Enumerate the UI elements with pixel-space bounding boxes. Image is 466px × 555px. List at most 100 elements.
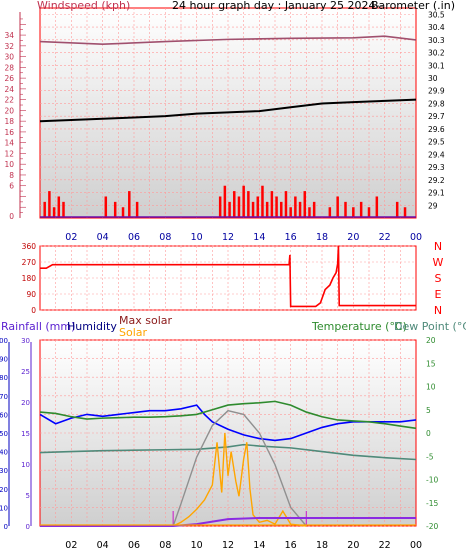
compass-label: N <box>434 240 442 253</box>
direction-tick-label: 90 <box>26 290 36 299</box>
wind-x-tick-label: 02 <box>65 232 77 243</box>
direction-tick-label: 360 <box>22 242 37 251</box>
climate-x-tick-label: 06 <box>128 540 140 551</box>
wind-x-tick-label: 20 <box>347 232 359 243</box>
barometer-tick-label: 29.3 <box>428 163 445 172</box>
wind-x-tick-label: 14 <box>253 232 265 243</box>
windspeed-tick-label: 14 <box>4 139 14 148</box>
temperature-tick-label: 20 <box>426 336 436 345</box>
windspeed-tick-label: 16 <box>4 128 14 137</box>
barometer-tick-label: 30.4 <box>428 23 445 32</box>
climate-x-tick-label: 18 <box>316 540 328 551</box>
windspeed-tick-label: 30 <box>4 53 14 62</box>
humidity-tick-label: 10 <box>0 504 8 512</box>
humidity-tick-label: 70 <box>0 393 8 401</box>
barometer-line <box>39 98 417 123</box>
barometer-tick-label: 29.1 <box>428 189 445 198</box>
windspeed-tick-label: 22 <box>4 96 14 105</box>
barometer-tick-label: 29.4 <box>428 150 445 159</box>
wind-x-tick-label: 16 <box>285 232 297 243</box>
dew-point-line <box>39 443 417 461</box>
windspeed-tick-label: 12 <box>4 149 14 158</box>
compass-label: S <box>435 272 442 285</box>
windspeed-axis-title: Windspeed (kph) <box>37 0 130 12</box>
wind-x-tick-label: 06 <box>128 232 140 243</box>
compass-label: E <box>435 288 442 301</box>
dewpoint-axis-title: Dew Point (°C) <box>394 320 466 333</box>
solar-label: Solar <box>119 326 148 339</box>
wind-direction-line <box>40 245 416 308</box>
humidity-tick-label: 90 <box>0 356 8 364</box>
graph-title: 24 hour graph day : January 25 2024-- <box>172 0 383 12</box>
windspeed-tick-label: 24 <box>4 85 14 94</box>
humidity-line <box>39 404 417 442</box>
windspeed-tick-label: 8 <box>9 171 14 180</box>
compass-label: W <box>433 256 444 269</box>
wind-gust-band-line <box>39 35 417 46</box>
solar-line <box>172 432 307 527</box>
barometer-axis-title: Barometer (.in) <box>371 0 455 12</box>
windspeed-tick-label: 0 <box>9 212 14 221</box>
temperature-tick-label: -5 <box>426 452 434 461</box>
climate-x-tick-label: 16 <box>285 540 297 551</box>
temperature-tick-label: 15 <box>426 359 436 368</box>
humidity-tick-label: 80 <box>0 374 8 382</box>
humidity-tick-label: 100 <box>0 337 8 345</box>
humidity-tick-label: 40 <box>0 449 8 457</box>
windspeed-tick-label: 6 <box>9 182 14 191</box>
climate-x-tick-label: 02 <box>65 540 77 551</box>
compass-label: N <box>434 304 442 317</box>
max-solar-label: Max solar <box>119 314 172 327</box>
humidity-tick-label: 30 <box>0 467 8 475</box>
barometer-tick-label: 30.5 <box>428 10 445 19</box>
rainfall-axis-title: Rainfall (mm) <box>1 320 75 333</box>
humidity-tick-label: 50 <box>0 430 8 438</box>
barometer-tick-label: 29.6 <box>428 125 445 134</box>
humidity-axis-title: Humidity <box>67 320 117 333</box>
rainfall-tick-label: 0 <box>26 523 30 531</box>
climate-x-tick-label: 22 <box>379 540 391 551</box>
wind-x-tick-label: 04 <box>97 232 109 243</box>
climate-panel-grid <box>40 339 416 527</box>
wind-x-tick-label: 22 <box>379 232 391 243</box>
max-solar-line <box>172 409 307 527</box>
barometer-tick-label: 29.9 <box>428 87 445 96</box>
climate-x-tick-label: 08 <box>159 540 171 551</box>
barometer-tick-label: 29.8 <box>428 99 445 108</box>
temperature-tick-label: -15 <box>426 499 438 508</box>
temperature-tick-label: 0 <box>426 429 431 438</box>
wind-panel-grid <box>20 8 416 218</box>
barometer-tick-label: 30.1 <box>428 61 445 70</box>
temperature-tick-label: 5 <box>426 406 431 415</box>
temperature-axis-title: Temperature (°C) <box>311 320 407 333</box>
barometer-tick-label: 30.2 <box>428 49 445 58</box>
direction-tick-label: 180 <box>22 274 37 283</box>
windspeed-tick-label: 32 <box>4 42 14 51</box>
windspeed-tick-label: 28 <box>4 63 14 72</box>
barometer-tick-label: 29.7 <box>428 112 445 121</box>
rainfall-tick-label: 25 <box>21 368 30 376</box>
wind-x-tick-label: 00 <box>410 232 422 243</box>
rainfall-tick-label: 15 <box>21 430 30 438</box>
windspeed-tick-label: 10 <box>4 160 14 169</box>
direction-tick-label: 270 <box>22 258 37 267</box>
direction-tick-label: 0 <box>31 306 36 315</box>
wind-x-tick-label: 12 <box>222 232 234 243</box>
chart-marks <box>39 35 417 527</box>
humidity-tick-label: 60 <box>0 411 8 419</box>
wind-x-tick-label: 10 <box>191 232 203 243</box>
rainfall-tick-label: 30 <box>21 337 30 345</box>
barometer-tick-label: 30 <box>428 74 438 83</box>
rainfall-tick-label: 20 <box>21 399 30 407</box>
rainfall-tick-label: 10 <box>21 461 30 469</box>
wind-x-tick-label: 18 <box>316 232 328 243</box>
barometer-tick-label: 29 <box>428 201 438 210</box>
climate-x-tick-label: 14 <box>253 540 265 551</box>
windspeed-tick-label: 18 <box>4 117 14 126</box>
barometer-tick-label: 29.5 <box>428 138 445 147</box>
temperature-tick-label: -20 <box>426 522 438 531</box>
barometer-tick-label: 30.3 <box>428 36 445 45</box>
climate-x-tick-label: 20 <box>347 540 359 551</box>
